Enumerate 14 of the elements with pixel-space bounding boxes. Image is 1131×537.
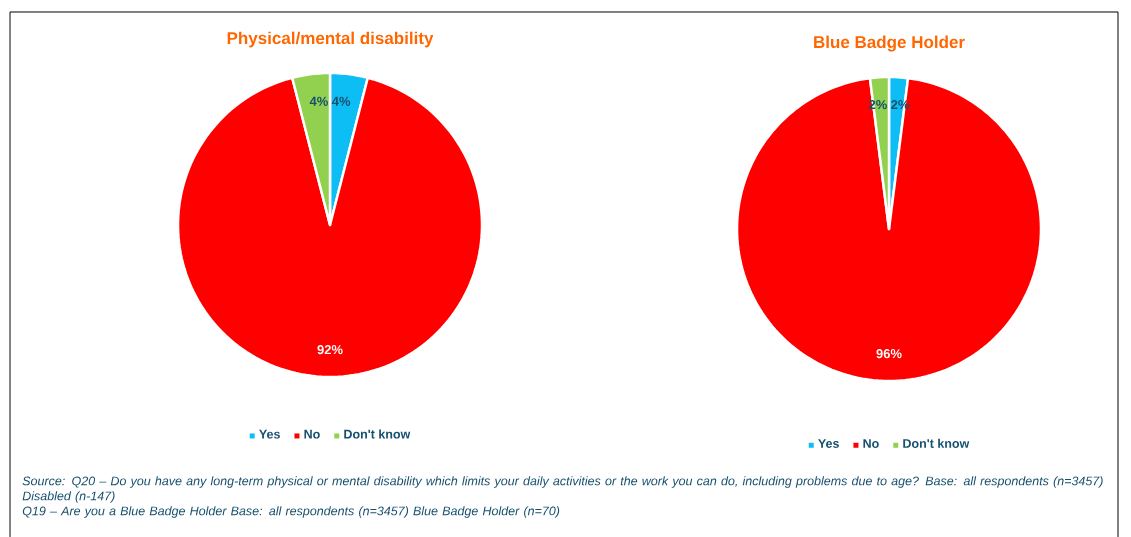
data-label: 4%	[331, 96, 351, 106]
data-label: 96%	[876, 349, 902, 359]
legend-label: Don't know	[903, 438, 970, 448]
text: Q19 – Are you a Blue Badge Holder Base: all respondents (n=3457) Blue Badge Holder (n=70)	[22, 506, 560, 518]
data-label: 92%	[317, 345, 343, 355]
legend-label: Yes	[259, 429, 280, 439]
chart-title: Physical/mental disability	[227, 31, 434, 48]
legend-label: Yes	[818, 439, 839, 448]
legend-label: Don't know	[344, 429, 411, 439]
chart-title: Blue Badge Holder	[814, 35, 965, 52]
legend-label: No	[304, 429, 320, 439]
source-note: Source: Q20 – Do you have any long-term physical or mental disability which limits your daily activities or the work you can do, including problems due to age? Base: all respondents (n=3457) Disabled (n-147)	[22, 476, 1103, 503]
data-label: 4%	[309, 96, 328, 106]
legend-label: No	[863, 439, 879, 448]
